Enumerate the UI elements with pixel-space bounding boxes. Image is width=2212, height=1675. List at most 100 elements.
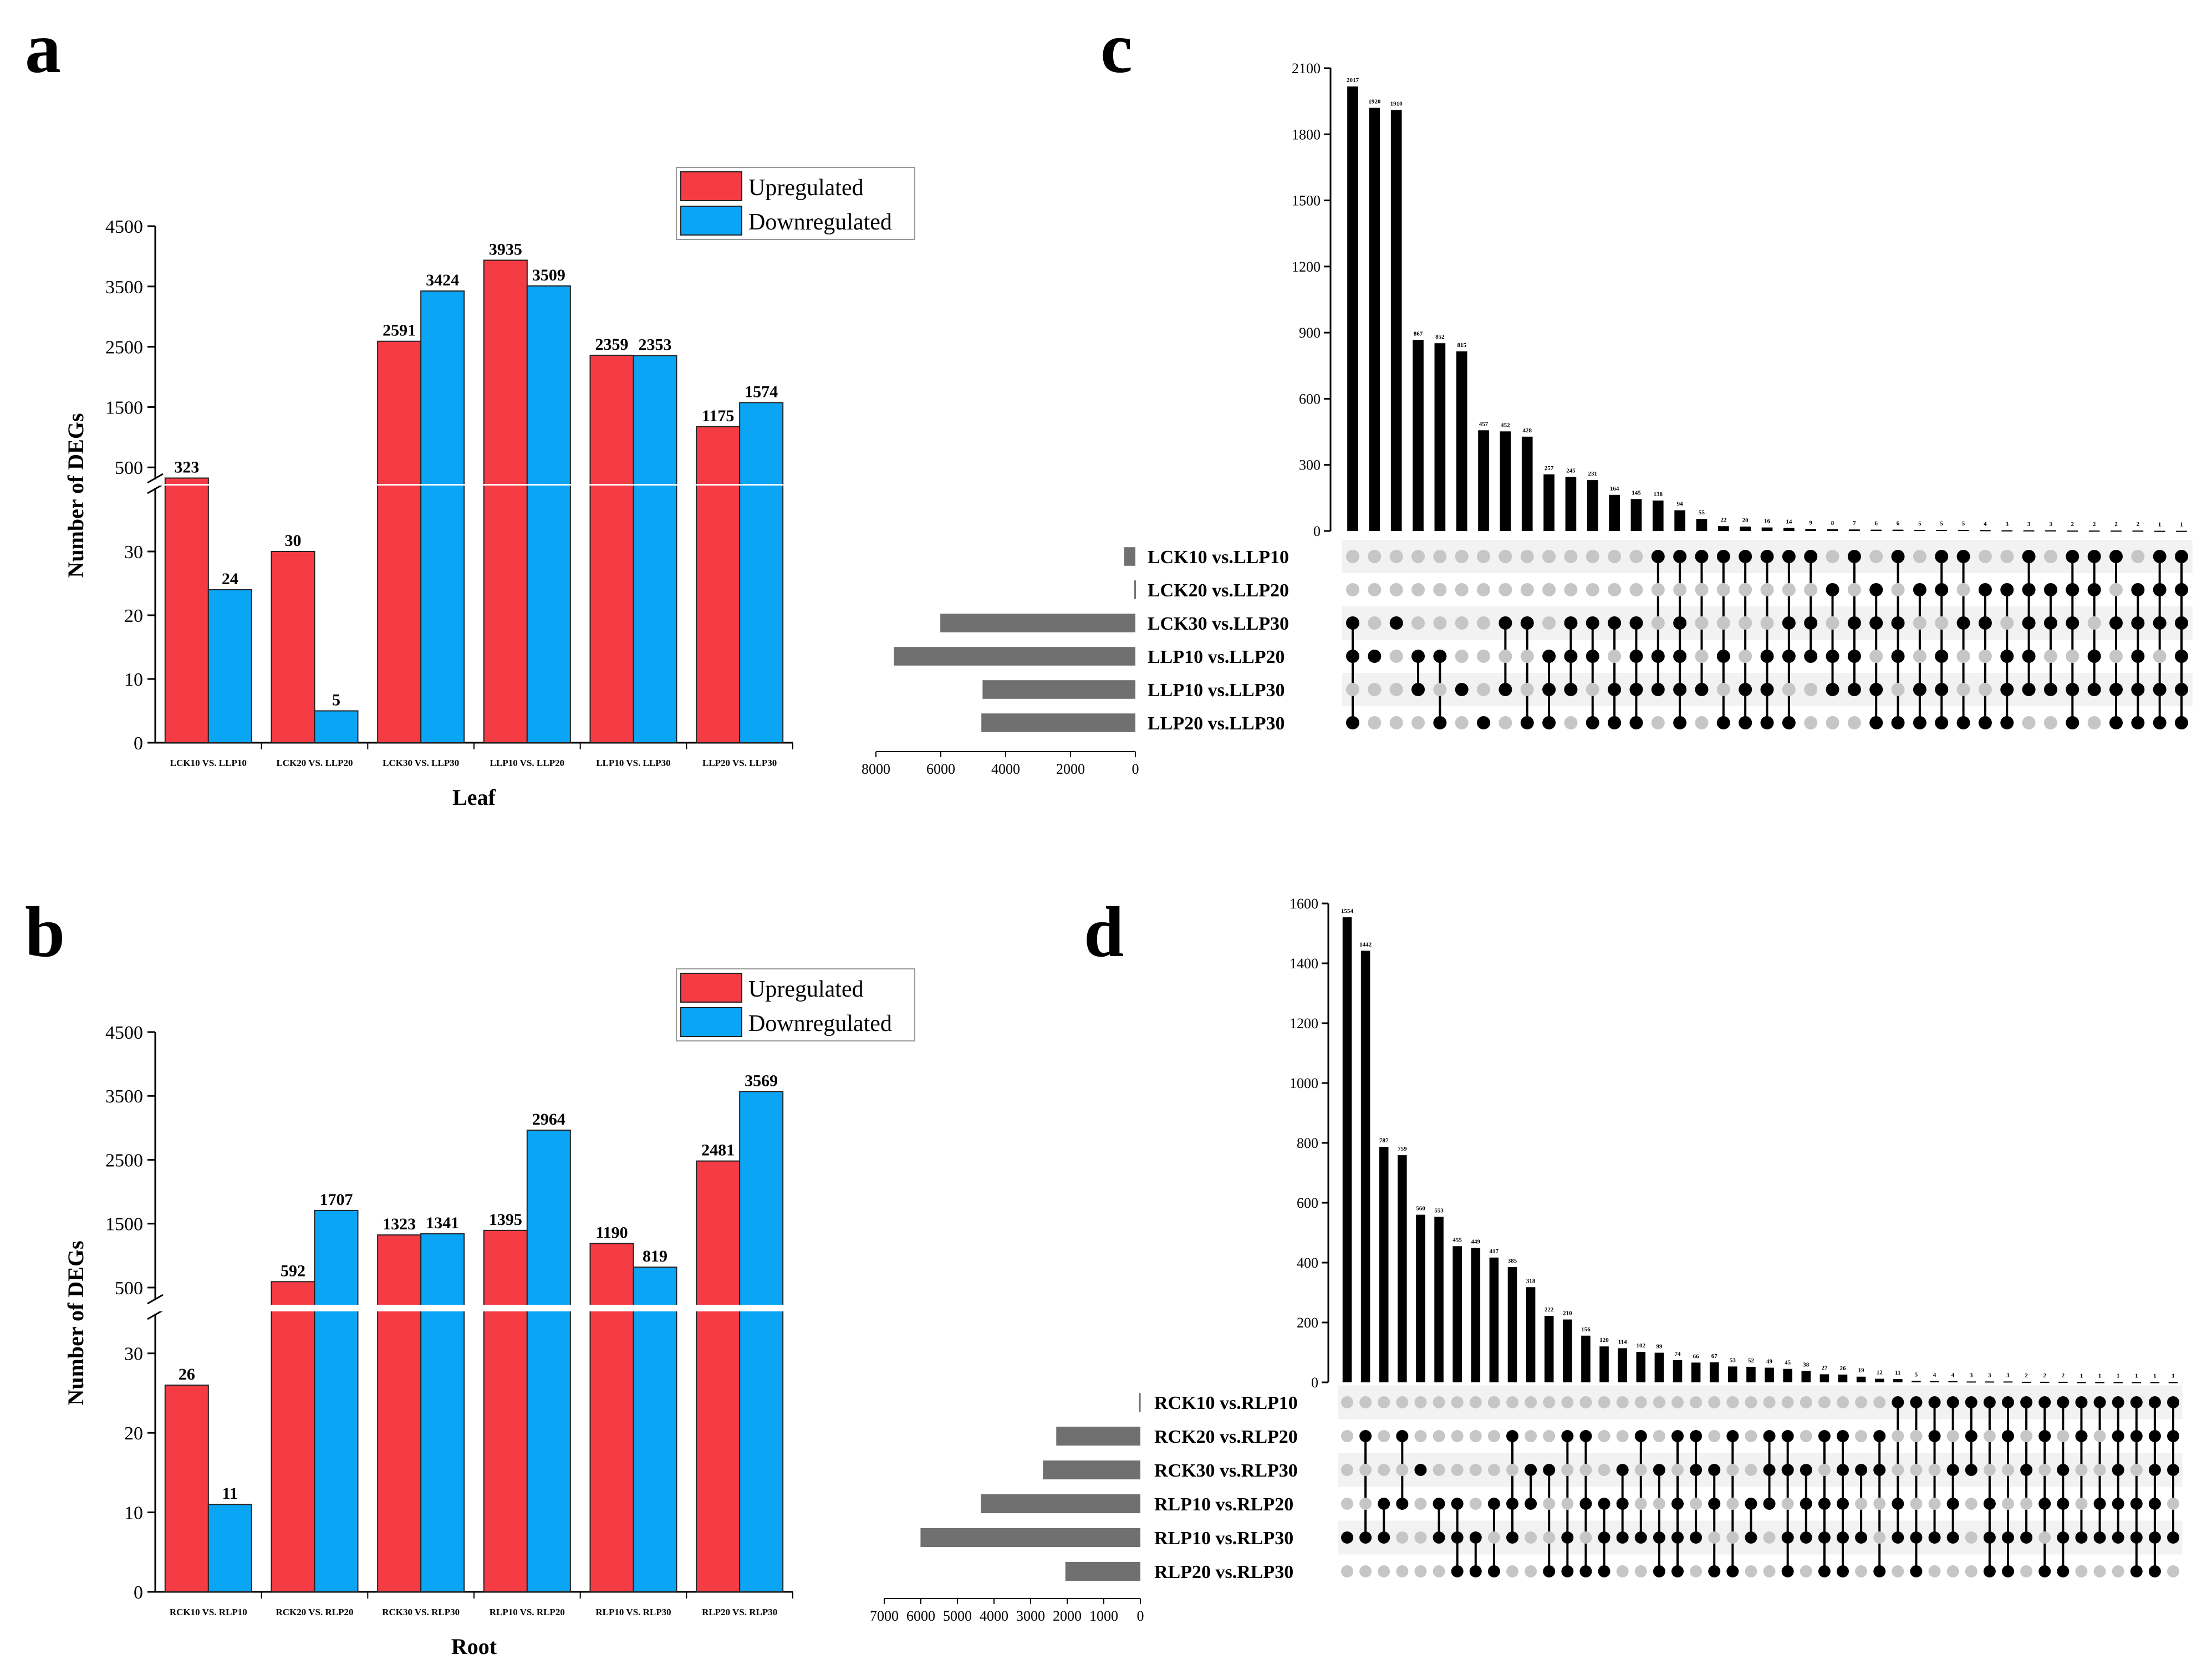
- matrix-dot-filled: [2087, 650, 2101, 663]
- matrix-dot-empty: [1525, 1396, 1537, 1408]
- set-size-tick-label: 2000: [1053, 1608, 1082, 1624]
- bar-upregulated: [164, 1385, 209, 1592]
- matrix-dot-empty: [1629, 550, 1643, 563]
- matrix-dot-filled: [1499, 683, 1512, 696]
- matrix-dot-filled: [1487, 1498, 1500, 1510]
- matrix-dot-filled: [1891, 616, 1905, 630]
- matrix-dot-filled: [2057, 1565, 2070, 1577]
- intersection-value-label: 4: [1933, 1372, 1936, 1378]
- matrix-dot-filled: [1935, 583, 1949, 596]
- matrix-dot-filled: [1826, 583, 1839, 596]
- intersection-value-label: 449: [1471, 1239, 1481, 1245]
- bar-upregulated: [271, 1281, 315, 1593]
- matrix-dot-empty: [1634, 1498, 1647, 1510]
- intersection-value-label: 6: [1897, 520, 1900, 527]
- set-size-tick-label: 7000: [870, 1608, 899, 1624]
- intersection-value-label: 53: [1730, 1357, 1736, 1364]
- matrix-dot-filled: [1826, 650, 1839, 663]
- matrix-dot-empty: [1745, 1464, 1757, 1476]
- intersection-bar: [1958, 530, 1969, 532]
- matrix-dot-empty: [1891, 683, 1905, 696]
- matrix-dot-filled: [2153, 616, 2167, 630]
- intersection-bar: [2168, 1382, 2178, 1383]
- intersection-bar: [1416, 1214, 1425, 1382]
- matrix-dot-empty: [1965, 1531, 1977, 1544]
- matrix-dot-filled: [1818, 1430, 1831, 1442]
- matrix-dot-empty: [1378, 1565, 1390, 1577]
- x-category-label: LCK10 VS. LLP10: [170, 758, 247, 768]
- matrix-dot-empty: [1695, 616, 1709, 630]
- matrix-dot-empty: [1653, 1430, 1665, 1442]
- matrix-dot-filled: [1763, 1498, 1776, 1510]
- matrix-dot-empty: [1634, 1464, 1647, 1476]
- bar-upregulated: [696, 426, 741, 743]
- matrix-dot-empty: [1506, 1565, 1518, 1577]
- matrix-dot-filled: [2075, 1396, 2088, 1408]
- matrix-dot-empty: [1804, 583, 1818, 596]
- matrix-dot-filled: [2002, 1565, 2014, 1577]
- matrix-dot-empty: [1739, 616, 1752, 630]
- matrix-dot-filled: [1455, 683, 1469, 696]
- matrix-dot-filled: [1542, 683, 1556, 696]
- matrix-dot-filled: [1346, 650, 1359, 663]
- matrix-dot-empty: [1378, 1464, 1390, 1476]
- set-size-bar: [1124, 547, 1135, 566]
- matrix-dot-filled: [2038, 1498, 2051, 1510]
- intersection-value-label: 385: [1508, 1258, 1517, 1264]
- matrix-dot-filled: [1760, 550, 1774, 563]
- matrix-dot-filled: [1928, 1430, 1941, 1442]
- set-size-bar: [1065, 1561, 1140, 1581]
- matrix-dot-filled: [1726, 1565, 1739, 1577]
- matrix-dot-filled: [2043, 583, 2057, 596]
- intersection-bar: [2150, 1382, 2160, 1383]
- intersection-bar: [1599, 1346, 1609, 1382]
- matrix-dot-filled: [1745, 1531, 1757, 1544]
- matrix-dot-filled: [1781, 1531, 1794, 1544]
- matrix-dot-empty: [2075, 1565, 2088, 1577]
- matrix-dot-filled: [2002, 1531, 2014, 1544]
- y-tick-label: 1500: [105, 1214, 143, 1235]
- matrix-dot-empty: [1543, 1396, 1556, 1408]
- intersection-bar: [2001, 530, 2013, 532]
- intersection-value-label: 452: [1501, 422, 1510, 428]
- intersection-value-label: 12: [1877, 1370, 1883, 1376]
- matrix-dot-empty: [1455, 583, 1469, 596]
- matrix-dot-filled: [2130, 1498, 2143, 1510]
- bar-value-label: 323: [174, 458, 199, 476]
- matrix-dot-filled: [2066, 550, 2080, 563]
- matrix-dot-filled: [1910, 1531, 1923, 1544]
- intersection-bar: [1801, 1371, 1811, 1382]
- matrix-dot-empty: [1433, 1565, 1445, 1577]
- matrix-dot-empty: [1869, 650, 1883, 663]
- matrix-dot-empty: [1726, 1464, 1739, 1476]
- matrix-dot-empty: [1368, 550, 1382, 563]
- matrix-dot-filled: [1561, 1430, 1574, 1442]
- intersection-value-label: 52: [1748, 1357, 1755, 1364]
- matrix-dot-filled: [1716, 550, 1730, 563]
- matrix-dot-empty: [1739, 650, 1752, 663]
- matrix-dot-empty: [1561, 1498, 1574, 1510]
- matrix-dot-filled: [1525, 1498, 1537, 1510]
- matrix-dot-filled: [2112, 1498, 2124, 1510]
- intersection-value-label: 2: [2137, 521, 2140, 528]
- matrix-dot-empty: [1487, 1396, 1500, 1408]
- matrix-dot-empty: [1346, 583, 1359, 596]
- matrix-dot-empty: [2153, 650, 2167, 663]
- matrix-dot-empty: [1586, 683, 1599, 696]
- matrix-dot-filled: [1389, 616, 1403, 630]
- matrix-dot-filled: [1651, 683, 1665, 696]
- intersection-bar: [1783, 528, 1795, 531]
- matrix-dot-filled: [1414, 1464, 1427, 1476]
- matrix-dot-filled: [1673, 616, 1687, 630]
- matrix-dot-empty: [1520, 650, 1534, 663]
- matrix-dot-empty: [2109, 583, 2123, 596]
- bar-value-label: 3509: [532, 266, 565, 284]
- matrix-dot-filled: [1739, 716, 1752, 729]
- matrix-dot-filled: [1653, 1565, 1665, 1577]
- set-size-bar: [981, 1494, 1140, 1514]
- matrix-dot-empty: [1873, 1531, 1886, 1544]
- legend-label-downregulated: Downregulated: [748, 1011, 892, 1036]
- matrix-dot-filled: [1673, 683, 1687, 696]
- matrix-dot-empty: [1978, 650, 1992, 663]
- matrix-dot-empty: [1433, 583, 1447, 596]
